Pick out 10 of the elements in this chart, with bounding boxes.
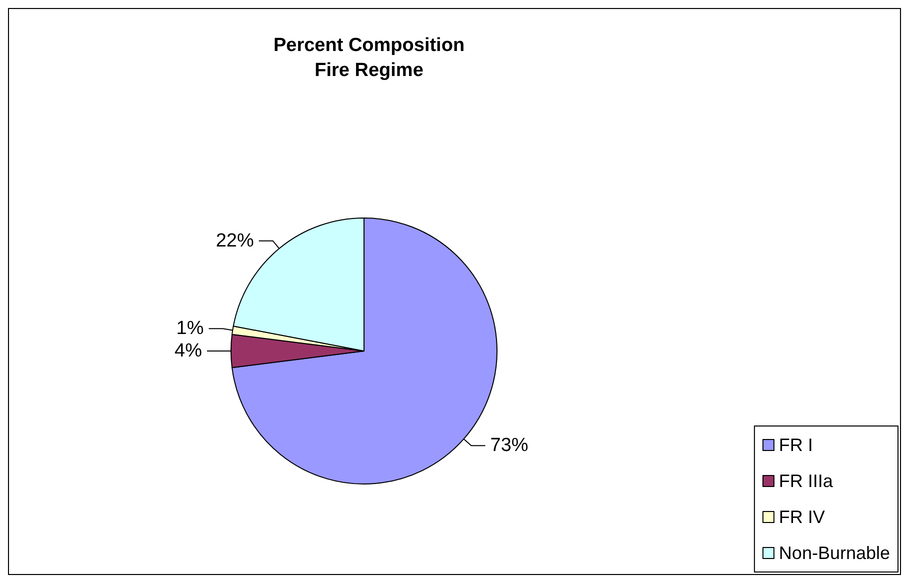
data-label: 22% [216,230,254,252]
data-label: 4% [174,340,202,362]
chart-title: Percent Composition [273,35,465,56]
data-label: 1% [176,318,204,340]
legend-label: FR IIIa [778,471,834,491]
legend-label: FR I [778,435,813,455]
chart-subtitle: Fire Regime [314,60,424,81]
legend-label: Non-Burnable [778,543,890,563]
legend-label: FR IV [778,507,825,527]
data-label: 73% [490,435,528,456]
